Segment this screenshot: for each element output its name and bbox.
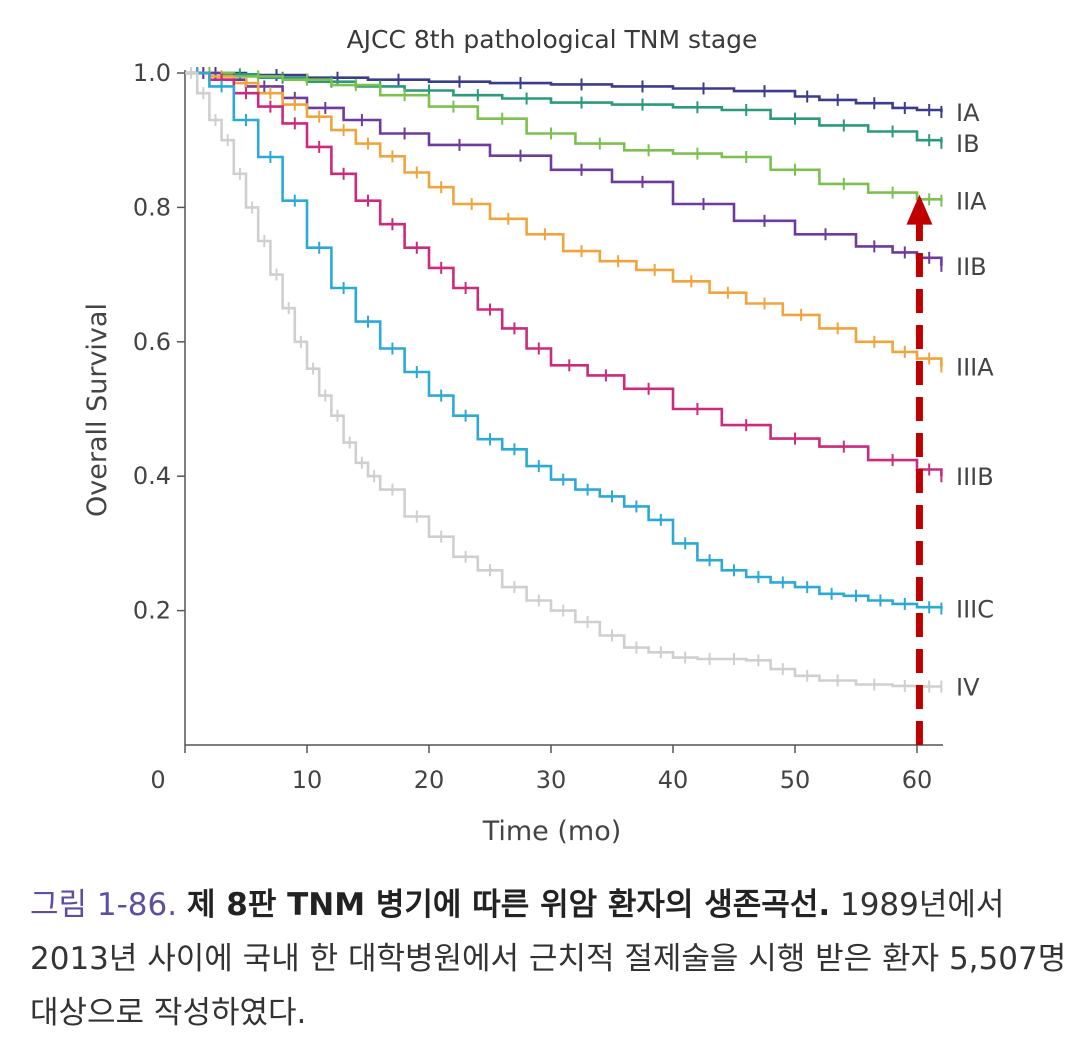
series-iia	[185, 67, 943, 207]
series-line	[185, 71, 943, 477]
series-label-iiic: IIIC	[956, 596, 994, 624]
caption-title: 제 8판 TNM 병기에 따른 위암 환자의 생존곡선.	[186, 887, 831, 923]
caption-figure-number: 그림 1-86.	[30, 887, 178, 923]
series-label-ia: IA	[956, 99, 980, 127]
annotation-arrow	[906, 194, 933, 745]
x-axis-label: Time (mo)	[482, 816, 622, 847]
series-layer	[185, 67, 943, 693]
y-tick-label: 0.2	[133, 597, 171, 625]
annotation-arrow-head	[906, 194, 933, 225]
series-labels: IA IB IIA IIB IIIA IIIB IIIC IV	[956, 99, 994, 702]
y-tick-label: 0.6	[133, 328, 171, 356]
x-tick-label: 30	[536, 766, 567, 794]
x-tick-label: 20	[414, 766, 445, 794]
series-label-iib: IIB	[956, 253, 987, 281]
series-label-iia: IIA	[956, 188, 987, 216]
y-tick-label: 0.8	[133, 193, 171, 221]
x-tick-label: 40	[658, 766, 689, 794]
x-tick-label: 0	[150, 766, 165, 794]
series-line	[185, 71, 943, 367]
series-label-iv: IV	[956, 674, 980, 702]
x-tick-label: 50	[780, 766, 811, 794]
series-iiia	[185, 67, 943, 373]
series-iv	[185, 67, 943, 693]
series-iiib	[185, 67, 943, 483]
figure-caption: 그림 1-86. 제 8판 TNM 병기에 따른 위암 환자의 생존곡선. 19…	[30, 878, 1070, 1040]
chart-title: AJCC 8th pathological TNM stage	[347, 25, 758, 54]
y-tick-label: 1.0	[133, 59, 171, 87]
x-tick-label: 60	[902, 766, 933, 794]
series-line	[185, 71, 942, 688]
series-label-iiib: IIIB	[956, 463, 994, 491]
series-ia	[185, 67, 943, 118]
survival-chart: AJCC 8th pathological TNM stage Overall …	[82, 25, 994, 847]
series-line	[185, 71, 943, 201]
x-tick-label: 10	[292, 766, 323, 794]
series-line	[185, 71, 943, 112]
series-label-ib: IB	[956, 130, 980, 158]
series-line	[185, 71, 943, 609]
axes: 0 10 20 30 40 50 60 0.2 0.4 0.6 0.8 1.0	[133, 59, 943, 794]
caption-body: 1989년에서 2013년 사이에 국내 한 대학병원에서 근치적 절제술을 시…	[30, 887, 1067, 1031]
series-label-iiia: IIIA	[956, 354, 994, 382]
y-tick-label: 0.4	[133, 462, 171, 490]
y-axis-label: Overall Survival	[82, 303, 113, 517]
